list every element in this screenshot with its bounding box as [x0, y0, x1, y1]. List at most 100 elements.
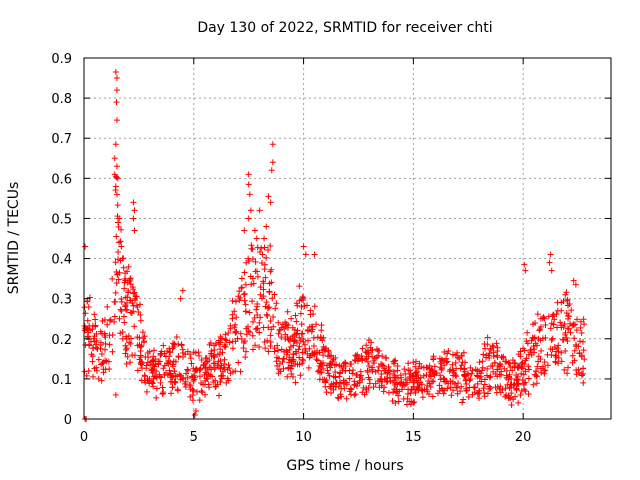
data-point [178, 342, 185, 349]
data-point [454, 390, 461, 397]
data-point [577, 324, 584, 331]
data-point [330, 356, 337, 363]
data-point [151, 363, 158, 370]
data-point [263, 299, 270, 306]
data-point [235, 359, 242, 366]
data-point [252, 258, 259, 265]
data-point [343, 395, 350, 402]
data-point [571, 335, 578, 342]
data-point [545, 313, 552, 320]
data-point [263, 311, 270, 318]
data-point [570, 277, 577, 284]
data-point [336, 373, 343, 380]
data-point [302, 251, 309, 258]
data-point [149, 357, 156, 364]
data-point [285, 322, 292, 329]
data-point [115, 219, 122, 226]
data-point [245, 258, 252, 265]
data-point [139, 329, 146, 336]
data-point [234, 335, 241, 342]
data-point [541, 359, 548, 366]
data-point [525, 351, 532, 358]
data-point [131, 297, 138, 304]
data-point [127, 281, 134, 288]
data-point [268, 167, 275, 174]
data-point [231, 324, 238, 331]
data-point [460, 396, 467, 403]
data-point [85, 304, 92, 311]
data-point [131, 352, 138, 359]
data-point [387, 378, 394, 385]
data-point [304, 337, 311, 344]
y-tick-label: 0.3 [51, 293, 72, 308]
data-point [150, 347, 157, 354]
data-point [563, 289, 570, 296]
data-point [245, 171, 252, 178]
data-point [137, 344, 144, 351]
data-point [296, 297, 303, 304]
data-point [298, 303, 305, 310]
data-point [183, 370, 190, 377]
data-point [519, 365, 526, 372]
data-point [346, 388, 353, 395]
data-point [87, 327, 94, 334]
data-point [564, 297, 571, 304]
data-point [261, 338, 268, 345]
data-point [368, 339, 375, 346]
data-point [466, 384, 473, 391]
data-point [561, 320, 568, 327]
data-point [190, 387, 197, 394]
data-point [519, 377, 526, 384]
data-point [193, 366, 200, 373]
data-point [342, 359, 349, 366]
data-point [261, 266, 268, 273]
data-point [134, 367, 141, 374]
data-point [370, 360, 377, 367]
data-point [112, 391, 119, 398]
data-point [497, 389, 504, 396]
data-point [189, 397, 196, 404]
data-point [492, 370, 499, 377]
data-point [171, 341, 178, 348]
data-point [564, 337, 571, 344]
data-point [294, 361, 301, 368]
data-point [498, 368, 505, 375]
data-point [493, 352, 500, 359]
data-point [193, 365, 200, 372]
data-point [297, 338, 304, 345]
data-point [359, 345, 366, 352]
data-point [153, 368, 160, 375]
data-point [440, 390, 447, 397]
data-point [347, 385, 354, 392]
data-point [237, 330, 244, 337]
data-point [157, 350, 164, 357]
data-point [98, 330, 105, 337]
data-point [242, 308, 249, 315]
data-point [164, 371, 171, 378]
data-point [451, 370, 458, 377]
data-point [113, 280, 120, 287]
data-point [448, 392, 455, 399]
data-point [209, 373, 216, 380]
data-point [149, 369, 156, 376]
data-point [217, 365, 224, 372]
data-point [86, 294, 93, 301]
data-point [522, 267, 529, 274]
data-point [89, 353, 96, 360]
data-point [535, 353, 542, 360]
data-point [254, 303, 261, 310]
data-point [153, 385, 160, 392]
data-point [159, 384, 166, 391]
data-point [216, 341, 223, 348]
data-point [138, 377, 145, 384]
data-point [369, 347, 376, 354]
data-point [351, 378, 358, 385]
data-point [290, 357, 297, 364]
data-point [366, 380, 373, 387]
data-point [136, 356, 143, 363]
data-point [551, 343, 558, 350]
data-point [278, 334, 285, 341]
data-point [523, 355, 530, 362]
data-point [319, 376, 326, 383]
data-point [375, 367, 382, 374]
